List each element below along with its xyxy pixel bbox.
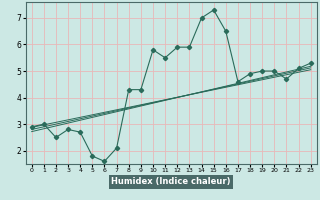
X-axis label: Humidex (Indice chaleur): Humidex (Indice chaleur): [111, 177, 231, 186]
